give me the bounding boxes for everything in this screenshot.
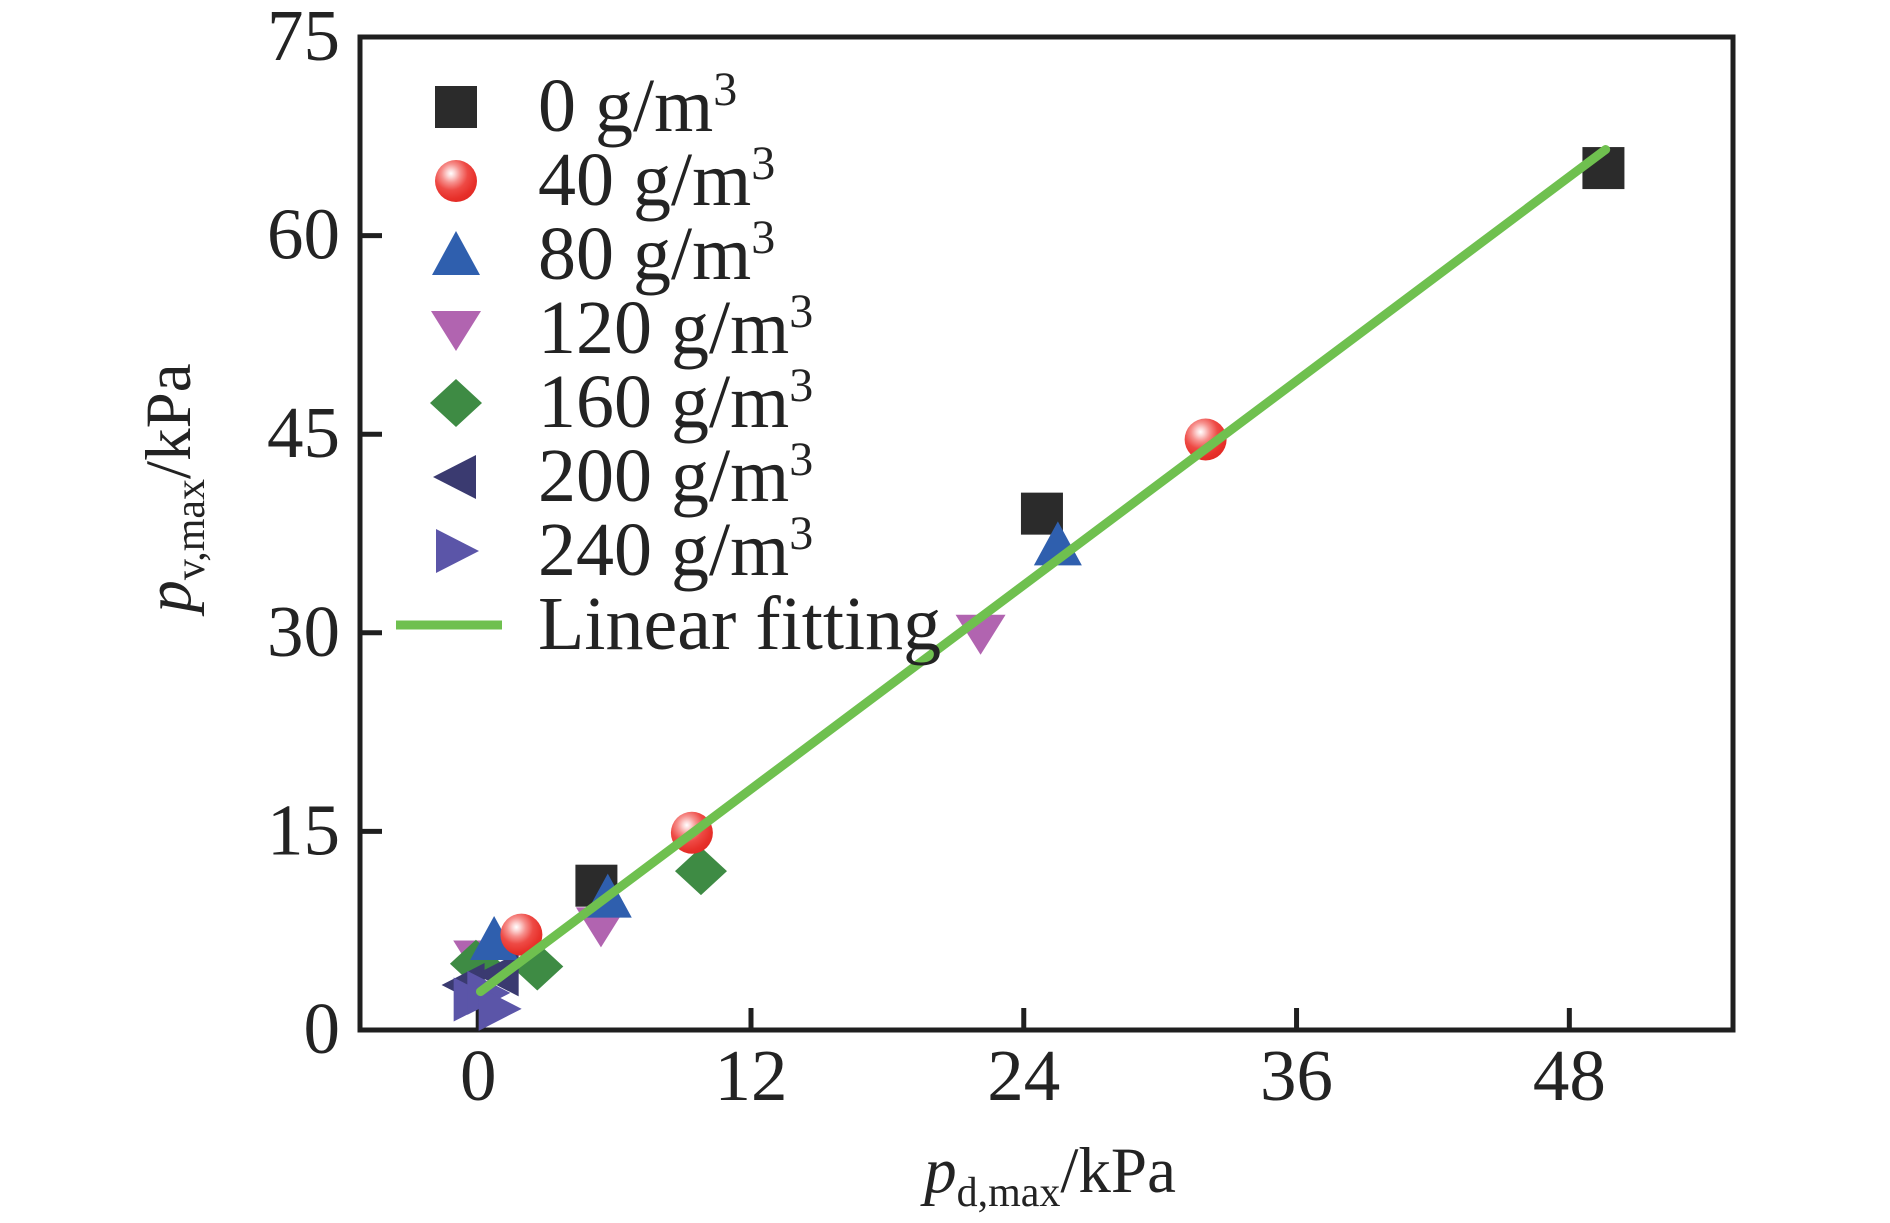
- marker-sphere: [1184, 418, 1227, 461]
- plot-frame: [357, 34, 1736, 1033]
- legend-item: 120 g/m3: [431, 285, 813, 370]
- y-axis-title: pv,max/kPa: [133, 363, 214, 616]
- legend-label: 40 g/m3: [538, 137, 775, 222]
- legend-item: 0 g/m3: [435, 63, 737, 148]
- y-tick-label: 45: [267, 392, 340, 473]
- legend-marker-sphere: [435, 160, 477, 202]
- legend-item: 240 g/m3: [436, 507, 813, 592]
- legend-marker-diamond: [430, 379, 482, 427]
- y-tick-label: 75: [267, 0, 340, 76]
- legend-marker-triangle-up: [432, 231, 480, 275]
- legend-label: 200 g/m3: [538, 433, 813, 518]
- legend-label: 80 g/m3: [538, 211, 775, 296]
- legend-item: 160 g/m3: [430, 359, 813, 444]
- legend-label: 160 g/m3: [538, 359, 813, 444]
- legend-marker-triangle-left: [433, 455, 476, 499]
- y-tick-label: 60: [267, 194, 340, 275]
- marker-sphere: [500, 913, 543, 956]
- legend-label: Linear fitting: [538, 582, 941, 666]
- y-tick-label: 15: [267, 789, 340, 870]
- marker-diamond: [674, 847, 727, 896]
- legend-marker-triangle-right: [436, 529, 479, 573]
- legend-label: 240 g/m3: [538, 507, 813, 592]
- y-tick-label: 0: [304, 988, 341, 1069]
- y-tick-label: 30: [267, 591, 340, 672]
- legend-item: Linear fitting: [396, 582, 941, 666]
- legend-label: 0 g/m3: [538, 63, 737, 148]
- legend-label: 120 g/m3: [538, 285, 813, 370]
- x-axis-title: pd,max/kPa: [920, 1135, 1176, 1216]
- marker-triangle-right: [478, 986, 522, 1031]
- legend-item: 40 g/m3: [435, 137, 775, 222]
- x-tick-label: 0: [460, 1035, 497, 1116]
- x-tick-label: 48: [1533, 1035, 1606, 1116]
- fit-line: [475, 145, 1611, 997]
- legend-marker-square: [435, 86, 477, 128]
- legend-marker-triangle-down: [431, 311, 481, 351]
- legend-item: 200 g/m3: [433, 433, 813, 518]
- x-tick-label: 12: [714, 1035, 787, 1116]
- x-tick-label: 24: [987, 1035, 1060, 1116]
- legend-item: 80 g/m3: [432, 211, 775, 296]
- x-tick-label: 36: [1260, 1035, 1333, 1116]
